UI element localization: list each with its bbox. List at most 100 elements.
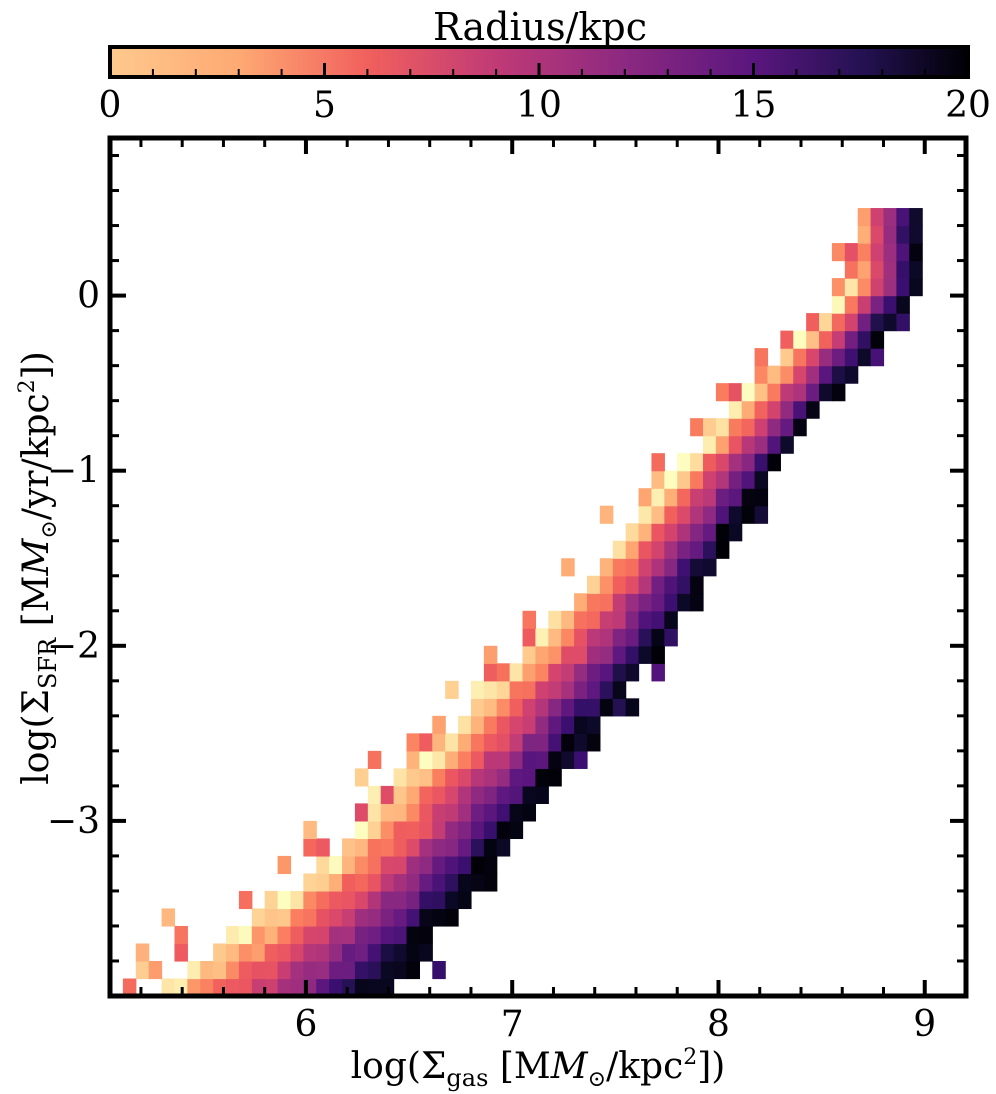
heatmap-cell: [870, 243, 885, 262]
heatmap-cell: [354, 978, 369, 996]
heatmap-cell: [419, 855, 433, 875]
heatmap-cell: [290, 943, 304, 962]
heatmap-cell: [406, 803, 420, 822]
heatmap-cell: [548, 733, 562, 752]
heatmap-cell: [715, 523, 730, 542]
heatmap-cell: [380, 960, 395, 980]
heatmap-cell: [548, 715, 562, 734]
heatmap-cell: [432, 890, 446, 910]
heatmap-cell: [419, 925, 433, 945]
heatmap-cell: [238, 978, 253, 996]
heatmap-cell: [419, 890, 433, 910]
heatmap-cell: [883, 295, 897, 314]
heatmap-cell: [367, 960, 382, 980]
heatmap-cell: [509, 698, 524, 717]
heatmap-cell: [664, 593, 678, 612]
heatmap-cell: [445, 890, 459, 910]
colorbar-title: Radius/kpc: [433, 5, 647, 49]
heatmap-cell: [690, 470, 704, 489]
heatmap-cell: [161, 978, 176, 996]
y-tick-label: −2: [47, 626, 100, 667]
heatmap-cell: [393, 785, 408, 804]
heatmap-cell: [819, 365, 833, 384]
heatmap-cell: [715, 470, 730, 489]
heatmap-cell: [780, 435, 794, 454]
heatmap-cell: [548, 628, 562, 647]
heatmap-cell: [625, 628, 640, 647]
heatmap-cell: [574, 593, 588, 612]
heatmap-cell: [870, 208, 885, 227]
heatmap-cell: [767, 435, 781, 454]
heatmap-cell: [303, 820, 317, 840]
heatmap-cell: [754, 418, 769, 437]
axis-ticks: 6 7 8 9 0 −1 −2 −3: [47, 138, 968, 1045]
heatmap-cell: [509, 785, 524, 804]
heatmap-cell: [342, 838, 356, 857]
heatmap-cell: [715, 383, 730, 402]
heatmap-cell: [703, 558, 717, 577]
heatmap-cell: [264, 925, 279, 945]
heatmap-cell: [290, 925, 304, 945]
heatmap-cell: [677, 593, 691, 612]
heatmap-cell: [638, 593, 653, 612]
heatmap-cell: [251, 943, 266, 962]
heatmap-cell: [432, 873, 446, 892]
heatmap-cell: [161, 908, 176, 927]
heatmap-cell: [393, 908, 408, 927]
heatmap-cell: [625, 645, 640, 664]
heatmap-cell: [909, 208, 923, 227]
heatmap-cell: [612, 645, 627, 664]
heatmap-cell: [354, 873, 369, 892]
heatmap-cell: [599, 558, 614, 577]
heatmap-cell: [574, 663, 588, 682]
heatmap-cell: [406, 890, 420, 910]
heatmap-cell: [496, 698, 511, 717]
heatmap-cell: [226, 925, 240, 945]
heatmap-cell: [741, 435, 756, 454]
heatmap-cell: [200, 978, 214, 996]
heatmap-cell: [883, 225, 897, 244]
heatmap-cell: [316, 873, 330, 892]
heatmap-cell: [496, 715, 511, 734]
heatmap-cell: [574, 698, 588, 717]
heatmap-cell: [599, 628, 614, 647]
heatmap-cell: [303, 890, 317, 910]
heatmap-cell: [290, 960, 304, 980]
heatmap-cell: [715, 418, 730, 437]
heatmap-cell: [715, 453, 730, 472]
heatmap-cell: [406, 943, 420, 962]
heatmap-cell: [741, 470, 756, 489]
heatmap-cell: [277, 890, 292, 910]
heatmap-cell: [625, 698, 640, 717]
heatmap-cell: [316, 908, 330, 927]
heatmap-cell: [354, 820, 369, 840]
heatmap-cell: [548, 663, 562, 682]
heatmap-cell: [522, 768, 537, 787]
heatmap-cell: [767, 383, 781, 402]
heatmap-cell: [767, 418, 781, 437]
heatmap-cell: [367, 785, 382, 804]
heatmap-cell: [406, 820, 420, 840]
heatmap-cell: [728, 435, 743, 454]
heatmap-cell: [483, 785, 498, 804]
heatmap-cell: [367, 855, 382, 875]
heatmap-cell: [599, 680, 614, 699]
heatmap-cell: [535, 785, 549, 804]
heatmap-cell: [741, 400, 756, 419]
heatmap-cell: [303, 943, 317, 962]
heatmap-cell: [896, 225, 910, 244]
heatmap-cell: [638, 488, 653, 507]
heatmap-cell: [586, 715, 601, 734]
heatmap-cell: [586, 733, 601, 752]
heatmap-cell: [251, 960, 266, 980]
heatmap-cell: [522, 733, 537, 752]
heatmap-cell: [612, 680, 627, 699]
heatmap-cell: [831, 365, 846, 384]
heatmap-cell: [432, 855, 446, 875]
heatmap-cell: [561, 750, 575, 769]
heatmap-cell: [586, 645, 601, 664]
colorbar-tick-label: 0: [99, 85, 122, 126]
heatmap-cell: [896, 243, 910, 262]
heatmap-cell: [754, 400, 769, 419]
heatmap-cell: [780, 400, 794, 419]
